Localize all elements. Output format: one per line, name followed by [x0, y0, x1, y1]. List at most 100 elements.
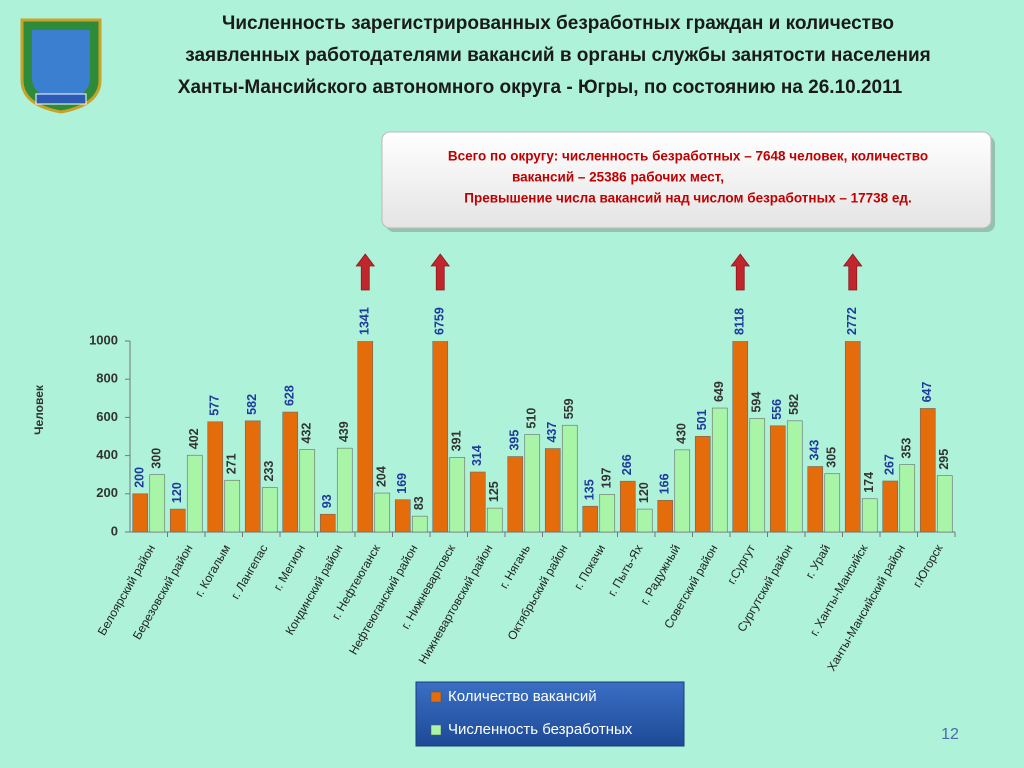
value-label: 391: [450, 430, 464, 451]
value-label: 594: [750, 392, 764, 413]
bar: [186, 454, 203, 533]
value-label: 559: [562, 398, 576, 419]
bar: [732, 341, 749, 533]
legend: Количество вакансий Численность безработн…: [415, 681, 685, 747]
value-label: 120: [637, 482, 651, 503]
legend-label: Количество вакансий: [448, 688, 597, 705]
bar: [694, 436, 711, 533]
value-label: 395: [508, 430, 522, 451]
value-label: 556: [770, 399, 784, 420]
y-tick-label: 400: [96, 447, 118, 462]
value-label: 300: [150, 448, 164, 469]
title-line: Численность зарегистрированных безработн…: [222, 13, 894, 34]
bar: [807, 466, 824, 533]
value-label: 197: [600, 467, 614, 488]
bar: [411, 515, 428, 533]
y-tick-label: 800: [96, 371, 118, 386]
value-label: 267: [883, 454, 897, 475]
legend-swatch: [430, 691, 442, 703]
overflow-arrow: [730, 253, 751, 291]
bar: [824, 473, 841, 533]
bar: [432, 341, 449, 533]
value-label: 402: [187, 428, 201, 449]
value-label: 577: [208, 395, 222, 416]
bar: [149, 474, 166, 533]
bar: [711, 407, 728, 533]
bar: [936, 475, 953, 533]
value-label: 200: [133, 467, 147, 488]
bar: [619, 480, 636, 533]
value-label: 125: [487, 481, 501, 502]
bar: [486, 507, 503, 533]
bars: [132, 341, 953, 533]
overflow-arrow: [355, 253, 376, 291]
annotation-line: Превышение числа вакансий над числом без…: [464, 191, 911, 206]
bar: [899, 464, 916, 533]
value-label: 437: [545, 422, 559, 443]
value-label: 8118: [733, 308, 747, 335]
y-axis-title: Человек: [32, 384, 46, 435]
bar: [544, 448, 561, 533]
page-number: 12: [941, 726, 959, 743]
value-label: 305: [825, 447, 839, 468]
title-line: Ханты-Мансийского автономного округа - Ю…: [178, 77, 903, 98]
value-label: 432: [300, 423, 314, 444]
bar: [169, 508, 186, 533]
value-label: 295: [937, 449, 951, 470]
value-label: 120: [170, 482, 184, 503]
y-tick-label: 1000: [89, 332, 118, 347]
value-label: 2772: [845, 307, 859, 335]
annotation-box: Всего по округу: численность безработных…: [381, 131, 995, 232]
value-label: 649: [712, 381, 726, 402]
value-label: 204: [375, 466, 389, 487]
value-label: 501: [695, 409, 709, 430]
bar: [599, 494, 616, 533]
value-label: 582: [787, 394, 801, 415]
legend-label: Численность безработных: [448, 721, 633, 738]
bar: [674, 449, 691, 533]
value-label: 439: [337, 421, 351, 442]
overflow-arrow: [842, 253, 863, 291]
bar: [319, 513, 336, 533]
value-label: 166: [658, 473, 672, 494]
title: Численность зарегистрированных безработн…: [178, 13, 931, 98]
annotation-line: Всего по округу: численность безработных…: [448, 149, 928, 164]
title-line: заявленных работодателями вакансий в орг…: [185, 45, 930, 66]
value-label: 353: [900, 438, 914, 459]
bar: [749, 418, 766, 533]
value-label: 169: [395, 473, 409, 494]
value-label: 271: [225, 453, 239, 474]
bar: [394, 499, 411, 533]
value-label: 174: [862, 472, 876, 493]
bar: [582, 505, 599, 533]
annotation-line: вакансий – 25386 рабочих мест,: [512, 170, 724, 185]
bar: [244, 420, 261, 533]
value-label: 647: [920, 382, 934, 403]
value-label: 6759: [433, 307, 447, 335]
bar: [786, 420, 803, 533]
bar: [657, 499, 674, 533]
value-label: 83: [412, 496, 426, 510]
bar: [336, 447, 353, 533]
legend-swatch: [430, 724, 442, 736]
bar: [882, 480, 899, 533]
logo: [20, 18, 102, 114]
bar: [374, 492, 391, 533]
bar: [357, 341, 374, 533]
overflow-arrow: [430, 253, 451, 291]
value-label: 510: [525, 408, 539, 429]
value-label: 233: [262, 461, 276, 482]
bar: [207, 421, 224, 533]
bar: [844, 341, 861, 533]
value-label: 343: [808, 440, 822, 461]
y-tick-label: 0: [111, 523, 118, 538]
bar: [861, 498, 878, 533]
bar: [261, 487, 278, 533]
bar: [449, 457, 466, 533]
value-label: 430: [675, 423, 689, 444]
value-label: 1341: [358, 307, 372, 335]
bar: [561, 424, 578, 533]
bar: [132, 493, 149, 533]
